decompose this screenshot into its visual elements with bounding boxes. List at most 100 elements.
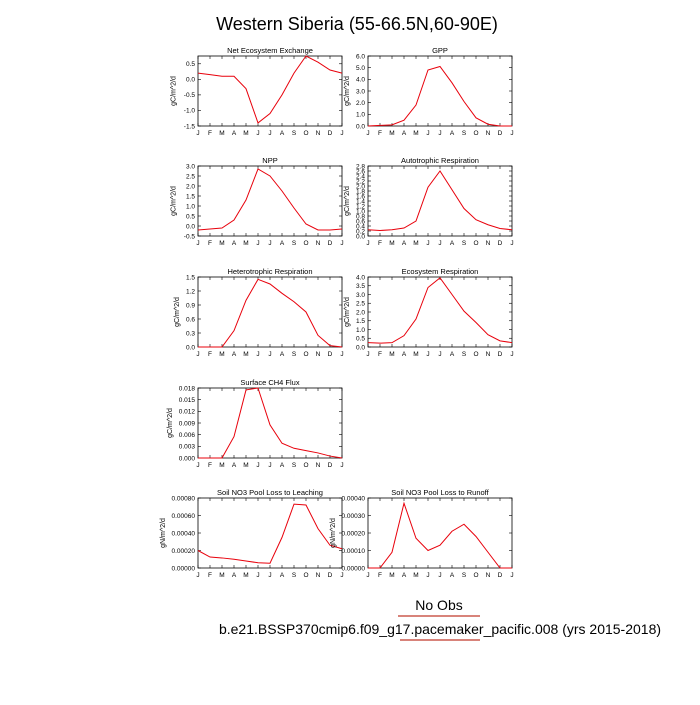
x-tick-label: N <box>486 130 491 137</box>
y-tick-label: 0.5 <box>186 213 195 220</box>
data-point <box>439 170 440 171</box>
x-tick-label: J <box>366 130 369 137</box>
data-point <box>463 311 464 312</box>
data-point <box>197 346 198 347</box>
x-tick-label: F <box>208 462 212 469</box>
data-point <box>415 318 416 319</box>
x-tick-label: J <box>340 130 343 137</box>
data-point <box>403 503 404 504</box>
data-point <box>293 207 294 208</box>
y-axis-label: gC/m^2/d <box>171 76 178 106</box>
y-tick-label: 0.5 <box>186 61 195 68</box>
data-point <box>317 528 318 529</box>
x-tick-label: J <box>438 240 441 247</box>
series-line <box>367 65 512 127</box>
x-tick-label: M <box>413 572 418 579</box>
data-point <box>451 189 452 190</box>
data-point <box>269 283 270 284</box>
y-tick-label: 0.6 <box>186 316 195 323</box>
y-tick-label: 0.0 <box>356 123 365 130</box>
x-tick-label: N <box>316 572 321 579</box>
series-line <box>198 387 343 459</box>
x-tick-label: S <box>462 130 467 137</box>
data-point <box>305 55 306 56</box>
x-tick-label: J <box>268 240 271 247</box>
data-point <box>415 104 416 105</box>
data-point <box>367 125 368 126</box>
y-tick-label: 0.0 <box>356 344 365 351</box>
data-point <box>233 436 234 437</box>
x-tick-label: J <box>268 130 271 137</box>
data-point <box>269 175 270 176</box>
data-point <box>451 294 452 295</box>
data-point <box>305 504 306 505</box>
x-tick-label: O <box>473 572 478 579</box>
data-point <box>475 322 476 323</box>
data-point <box>209 74 210 75</box>
x-tick-label: N <box>316 240 321 247</box>
x-tick-label: J <box>366 351 369 358</box>
data-point <box>329 455 330 456</box>
x-tick-label: J <box>510 240 513 247</box>
x-tick-label: M <box>389 240 394 247</box>
data-point <box>499 228 500 229</box>
x-tick-label: M <box>413 240 418 247</box>
x-tick-label: J <box>196 130 199 137</box>
y-tick-label: 0.8 <box>356 213 365 220</box>
data-point <box>475 536 476 537</box>
y-tick-label: 2.0 <box>356 183 365 190</box>
y-tick-label: 2.5 <box>186 173 195 180</box>
x-tick-label: A <box>232 240 237 247</box>
x-tick-label: F <box>378 572 382 579</box>
y-tick-label: 1.8 <box>356 188 365 195</box>
y-tick-label: 0.00080 <box>172 495 196 502</box>
y-tick-label: 0.4 <box>356 223 365 230</box>
y-tick-label: 2.0 <box>356 309 365 316</box>
y-tick-label: 0.006 <box>179 432 196 439</box>
data-point <box>391 229 392 230</box>
x-tick-label: M <box>219 130 224 137</box>
data-point <box>233 76 234 77</box>
y-tick-label: 0.2 <box>356 228 365 235</box>
x-tick-label: A <box>402 351 407 358</box>
data-point <box>281 190 282 191</box>
y-tick-label: 3.0 <box>186 163 195 170</box>
y-tick-label: 0.00040 <box>172 530 196 537</box>
x-tick-label: S <box>292 240 297 247</box>
data-point <box>209 346 210 347</box>
x-tick-label: A <box>280 130 285 137</box>
x-tick-label: J <box>340 572 343 579</box>
y-tick-label: 2.4 <box>356 173 365 180</box>
y-axis-label: gC/m^2/d <box>344 186 351 216</box>
y-tick-label: 0.6 <box>356 218 365 225</box>
x-tick-label: J <box>340 351 343 358</box>
y-tick-label: 0.00000 <box>342 565 366 572</box>
data-point <box>197 550 198 551</box>
data-point <box>329 345 330 346</box>
y-tick-label: 0.3 <box>186 330 195 337</box>
data-point <box>281 94 282 95</box>
x-tick-label: F <box>208 572 212 579</box>
x-tick-label: D <box>498 130 503 137</box>
data-point <box>379 125 380 126</box>
data-point <box>317 452 318 453</box>
plot-frame <box>367 497 513 569</box>
x-tick-label: S <box>292 462 297 469</box>
data-point <box>379 230 380 231</box>
x-tick-label: J <box>256 240 259 247</box>
y-tick-label: 1.0 <box>356 327 365 334</box>
x-tick-label: D <box>498 572 503 579</box>
legend-label: No Obs <box>415 597 462 613</box>
x-tick-label: A <box>450 130 455 137</box>
x-tick-label: D <box>328 240 333 247</box>
data-point <box>245 300 246 301</box>
data-point <box>197 229 198 230</box>
x-tick-label: J <box>340 462 343 469</box>
y-tick-label: 0.0 <box>186 77 195 84</box>
